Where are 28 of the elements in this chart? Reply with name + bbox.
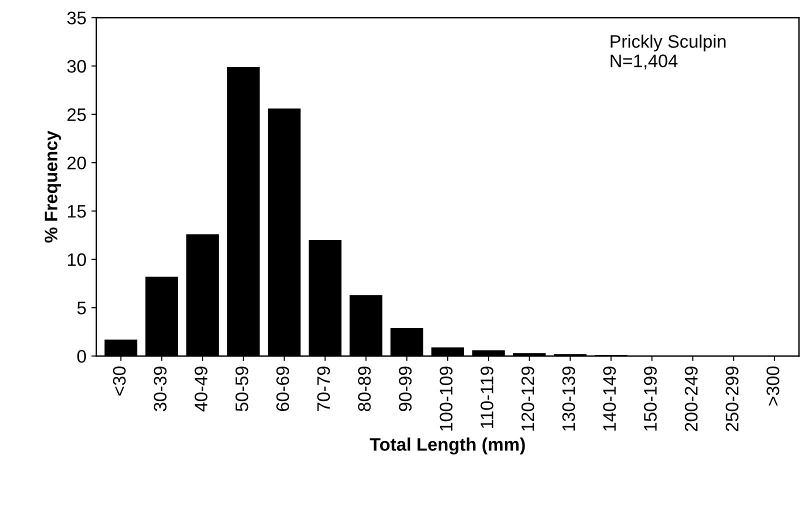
x-tick-label: >300 bbox=[766, 366, 780, 406]
y-tick-label: 20 bbox=[67, 156, 86, 170]
y-tick-label: 35 bbox=[67, 12, 86, 24]
x-tick-label: 70-79 bbox=[317, 366, 330, 411]
y-tick-label: 0 bbox=[77, 350, 86, 363]
y-tick-label: 15 bbox=[68, 205, 86, 218]
x-tick-label: 90-99 bbox=[398, 366, 412, 412]
x-tick-label: 120-129 bbox=[521, 366, 534, 431]
x-tick-label: 80-89 bbox=[358, 366, 371, 412]
annotation: Prickly Sculpin N=1,404 bbox=[610, 34, 726, 70]
y-tick-label: 10 bbox=[68, 253, 86, 266]
y-axis-title: % Frequency bbox=[44, 130, 61, 243]
y-tick-label: 25 bbox=[67, 108, 86, 122]
x-axis-title: Total Length (mm) bbox=[370, 438, 525, 454]
x-tick-label: 150-199 bbox=[644, 366, 657, 431]
y-tick-label: 5 bbox=[77, 302, 86, 314]
x-tick-label: 50-59 bbox=[235, 366, 248, 412]
x-tick-label: 100-109 bbox=[440, 366, 453, 431]
x-tick-label: 60-69 bbox=[276, 366, 290, 412]
x-tick-label: 130-139 bbox=[562, 366, 576, 431]
x-tick-label: <30 bbox=[112, 366, 126, 396]
x-tick-label: 140-149 bbox=[603, 366, 616, 431]
x-tick-label: 200-249 bbox=[684, 366, 698, 432]
x-tick-label: 110-119 bbox=[480, 366, 494, 428]
x-tick-label: 30-39 bbox=[154, 366, 167, 412]
x-tick-label: 250-299 bbox=[726, 366, 738, 432]
y-tick-label: 30 bbox=[67, 60, 86, 73]
x-tick-label: 40-49 bbox=[194, 366, 208, 412]
